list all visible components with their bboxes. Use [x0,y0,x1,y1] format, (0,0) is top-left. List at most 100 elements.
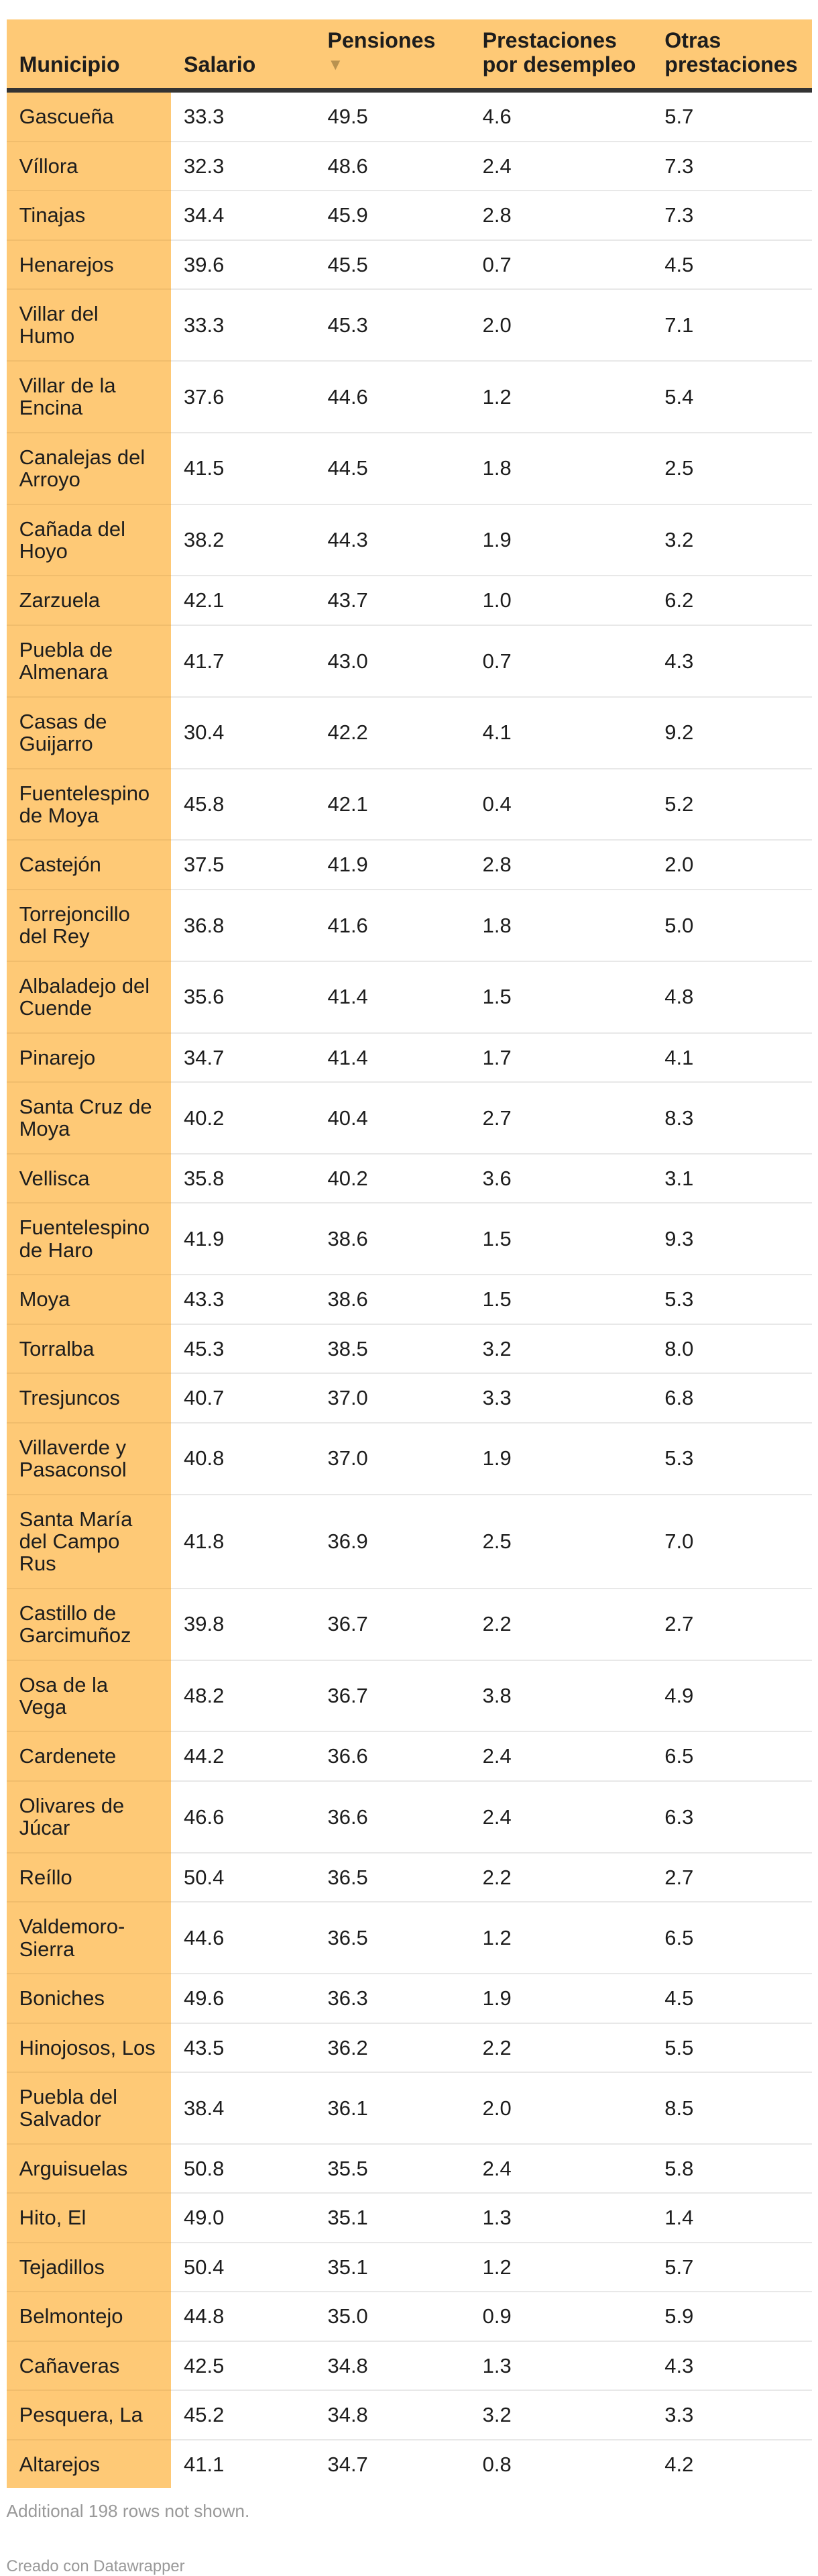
cell-municipio: Tinajas [6,191,171,241]
cell-pensiones: 36.5 [314,1852,470,1903]
table-row: Torralba 45.3 38.5 3.2 8.0 [6,1324,812,1375]
cell-otras-prestaciones: 3.2 [652,504,812,577]
cell-otras-prestaciones: 7.3 [652,141,812,192]
cell-salario: 37.6 [170,360,315,433]
cell-salario: 40.8 [170,1422,315,1495]
cell-salario: 35.8 [170,1153,315,1204]
table-row: Pinarejo 34.7 41.4 1.7 4.1 [6,1032,812,1083]
cell-municipio: Albaladejo del Cuende [6,961,171,1034]
header-pensiones[interactable]: Pensiones ▼ [314,19,470,93]
cell-prestaciones-desempleo: 4.1 [469,696,652,769]
cell-pensiones: 37.0 [314,1373,470,1424]
cell-pensiones: 35.0 [314,2292,470,2342]
cell-salario: 40.2 [170,1082,315,1155]
cell-municipio: Olivares de Júcar [6,1780,171,1854]
cell-municipio: Henarejos [6,239,171,290]
cell-pensiones: 36.6 [314,1731,470,1782]
cell-salario: 44.6 [170,1902,315,1975]
credit-link[interactable]: Creado con Datawrapper [6,2557,185,2575]
header-salario[interactable]: Salario [170,19,315,93]
table-notes: Additional 198 rows not shown. [6,2501,250,2522]
cell-pensiones: 41.6 [314,889,470,962]
cell-salario: 43.3 [170,1275,315,1325]
cell-prestaciones-desempleo: 1.9 [469,1974,652,2024]
table-row: Canalejas del Arroyo 41.5 44.5 1.8 2.5 [6,432,812,505]
cell-pensiones: 40.4 [314,1082,470,1155]
cell-otras-prestaciones: 5.2 [652,768,812,841]
cell-pensiones: 45.9 [314,191,470,241]
cell-prestaciones-desempleo: 2.4 [469,1731,652,1782]
cell-municipio: Cañada del Hoyo [6,504,171,577]
cell-municipio: Víllora [6,141,171,192]
cell-pensiones: 34.8 [314,2390,470,2440]
cell-salario: 48.2 [170,1660,315,1733]
cell-prestaciones-desempleo: 4.6 [469,90,652,142]
cell-otras-prestaciones: 5.5 [652,2023,812,2074]
cell-salario: 32.3 [170,141,315,192]
cell-pensiones: 41.4 [314,961,470,1034]
table-row: Henarejos 39.6 45.5 0.7 4.5 [6,239,812,290]
table-row: Olivares de Júcar 46.6 36.6 2.4 6.3 [6,1780,812,1854]
table-row: Altarejos 41.1 34.7 0.8 4.2 [6,2439,812,2489]
header-municipio[interactable]: Municipio [6,19,171,93]
cell-municipio: Canalejas del Arroyo [6,432,171,505]
cell-otras-prestaciones: 4.9 [652,1660,812,1733]
cell-pensiones: 36.3 [314,1974,470,2024]
table-row: Tinajas 34.4 45.9 2.8 7.3 [6,191,812,241]
table-row: Osa de la Vega 48.2 36.7 3.8 4.9 [6,1660,812,1733]
cell-otras-prestaciones: 5.7 [652,90,812,142]
cell-pensiones: 35.5 [314,2143,470,2194]
cell-otras-prestaciones: 5.9 [652,2292,812,2342]
cell-municipio: Fuentelespino de Moya [6,768,171,841]
cell-prestaciones-desempleo: 2.8 [469,840,652,890]
cell-municipio: Gascueña [6,90,171,142]
cell-salario: 37.5 [170,840,315,890]
cell-prestaciones-desempleo: 1.9 [469,504,652,577]
header-otras-prestaciones[interactable]: Otras prestaciones [652,19,812,93]
cell-pensiones: 38.6 [314,1275,470,1325]
table-row: Hinojosos, Los 43.5 36.2 2.2 5.5 [6,2023,812,2074]
cell-salario: 45.3 [170,1324,315,1375]
cell-salario: 44.2 [170,1731,315,1782]
cell-salario: 50.4 [170,1852,315,1903]
cell-pensiones: 42.2 [314,696,470,769]
table-row: Santa María del Campo Rus 41.8 36.9 2.5 7.0 [6,1494,812,1589]
table-row: Tresjuncos 40.7 37.0 3.3 6.8 [6,1373,812,1424]
table-row: Hito, El 49.0 35.1 1.3 1.4 [6,2193,812,2243]
cell-prestaciones-desempleo: 2.4 [469,2143,652,2194]
cell-otras-prestaciones: 8.5 [652,2072,812,2145]
cell-municipio: Moya [6,1275,171,1325]
cell-otras-prestaciones: 6.8 [652,1373,812,1424]
table-row: Vellisca 35.8 40.2 3.6 3.1 [6,1153,812,1204]
cell-pensiones: 44.6 [314,360,470,433]
cell-otras-prestaciones: 3.1 [652,1153,812,1204]
cell-prestaciones-desempleo: 2.0 [469,289,652,362]
cell-pensiones: 43.0 [314,625,470,698]
cell-municipio: Zarzuela [6,576,171,626]
cell-salario: 42.1 [170,576,315,626]
table-row: Cardenete 44.2 36.6 2.4 6.5 [6,1731,812,1782]
cell-salario: 41.8 [170,1494,315,1589]
cell-pensiones: 36.7 [314,1660,470,1733]
cell-otras-prestaciones: 5.4 [652,360,812,433]
cell-otras-prestaciones: 1.4 [652,2193,812,2243]
cell-salario: 42.5 [170,2341,315,2392]
cell-otras-prestaciones: 4.3 [652,625,812,698]
cell-municipio: Puebla de Almenara [6,625,171,698]
header-prestaciones-desempleo[interactable]: Prestaciones por desempleo [469,19,652,93]
cell-salario: 40.7 [170,1373,315,1424]
cell-pensiones: 36.5 [314,1902,470,1975]
cell-prestaciones-desempleo: 0.7 [469,239,652,290]
cell-pensiones: 40.2 [314,1153,470,1204]
table-row: Castejón 37.5 41.9 2.8 2.0 [6,840,812,890]
cell-pensiones: 41.9 [314,840,470,890]
cell-municipio: Fuentelespino de Haro [6,1203,171,1276]
cell-salario: 41.1 [184,2452,225,2476]
cell-prestaciones-desempleo: 1.8 [469,432,652,505]
table-row: Santa Cruz de Moya 40.2 40.4 2.7 8.3 [6,1082,812,1155]
cell-salario: 39.8 [170,1588,315,1661]
cell-prestaciones-desempleo: 3.3 [469,1373,652,1424]
table-row: Cañada del Hoyo 38.2 44.3 1.9 3.2 [6,504,812,577]
cell-salario: 34.7 [170,1032,315,1083]
cell-prestaciones-desempleo: 0.4 [469,768,652,841]
